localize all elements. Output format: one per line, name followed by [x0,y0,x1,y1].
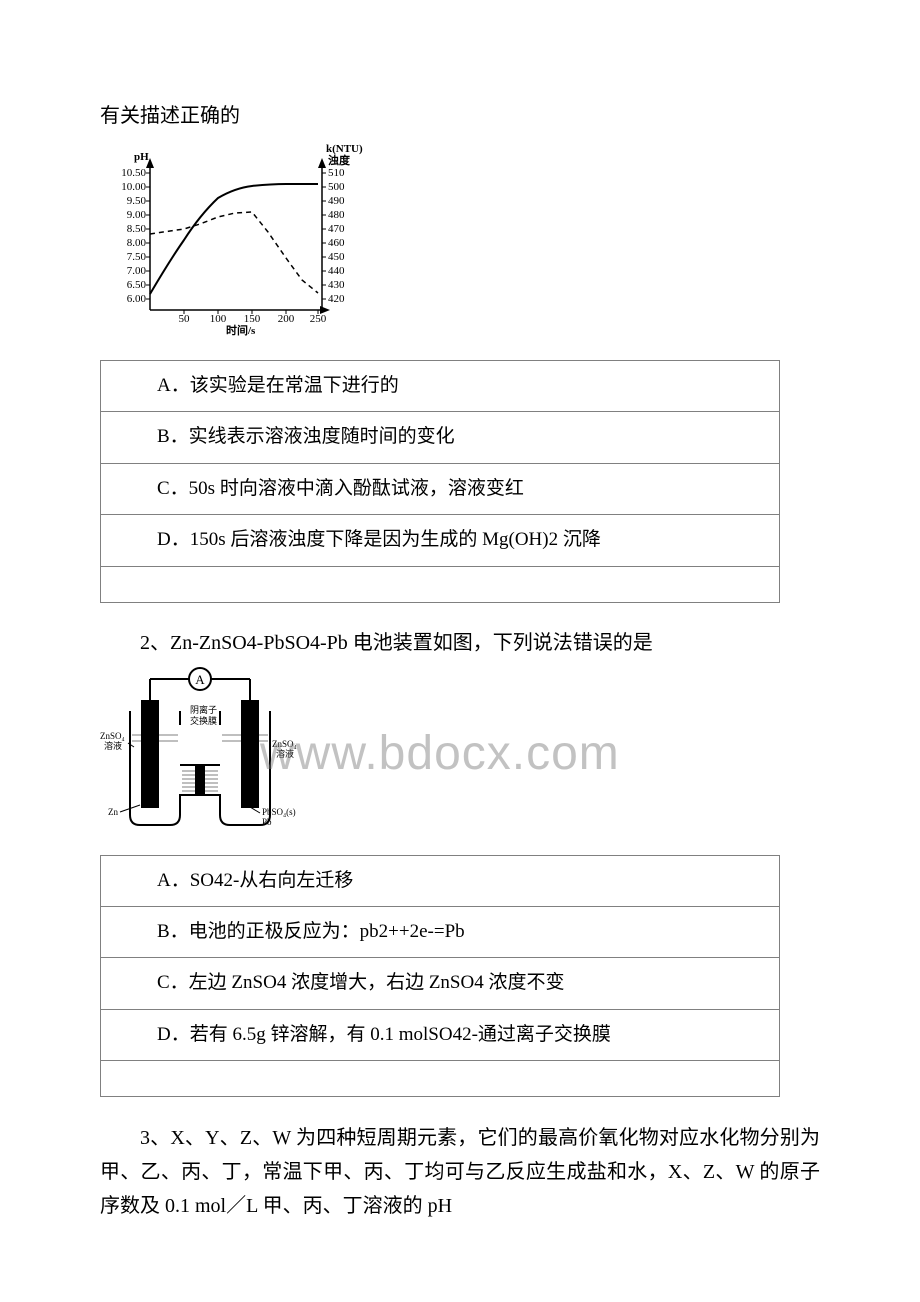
q1-intro: 有关描述正确的 [100,100,820,132]
svg-text:7.50: 7.50 [127,251,147,263]
q2-option-empty [101,1061,780,1097]
svg-text:8.50: 8.50 [127,223,147,235]
q1-option-empty [101,566,780,602]
q1-option-b: B．实线表示溶液浊度随时间的变化 [101,412,780,463]
x-ticks: 50 100 150 200 250 [179,310,327,325]
svg-text:10.50: 10.50 [121,167,146,179]
label-right-mid2: 溶液 [276,748,294,759]
svg-text:6.00: 6.00 [127,293,147,305]
svg-text:9.50: 9.50 [127,195,147,207]
q2-option-a: A．SO42-从右向左迁移 [101,855,780,906]
svg-text:430: 430 [328,279,345,291]
axis-label-left: pH [134,151,149,163]
q1-chart-svg: pH k(NTU) 浊度 10.50 10.00 9.50 9.00 8.50 … [100,140,372,336]
q2-options-table: A．SO42-从右向左迁移 B．电池的正极反应为：pb2++2e-=Pb C．左… [100,855,780,1098]
svg-text:470: 470 [328,223,345,235]
svg-text:490: 490 [328,195,345,207]
label-right-bottom1: PbSO₄(s) [262,807,296,817]
label-right-bottom2: Pb [262,817,272,827]
svg-text:100: 100 [210,313,227,325]
svg-text:420: 420 [328,293,345,305]
q2-diagram-svg: A 阴离子 交换膜 ZnSO₄ 溶液 ZnSO₄ 溶液 Zn PbSO₄(s) [100,665,300,835]
q2-option-b: B．电池的正极反应为：pb2++2e-=Pb [101,906,780,957]
q2-option-c: C．左边 ZnSO4 浓度增大，右边 ZnSO4 浓度不变 [101,958,780,1009]
svg-text:8.00: 8.00 [127,237,147,249]
svg-text:480: 480 [328,209,345,221]
x-axis-label: 时间/s [226,323,256,336]
label-left-top2: 溶液 [104,740,122,751]
y-left-ticks: 10.50 10.00 9.50 9.00 8.50 8.00 7.50 7.0… [121,167,150,305]
q1-options-table: A．该实验是在常温下进行的 B．实线表示溶液浊度随时间的变化 C．50s 时向溶… [100,360,780,603]
svg-text:500: 500 [328,181,345,193]
svg-text:10.00: 10.00 [121,181,146,193]
axis-label-right: k(NTU) [326,143,363,155]
svg-text:9.00: 9.00 [127,209,147,221]
label-center2: 交换膜 [190,715,217,726]
q2-diagram: A 阴离子 交换膜 ZnSO₄ 溶液 ZnSO₄ 溶液 Zn PbSO₄(s) [100,665,820,845]
svg-text:440: 440 [328,265,345,277]
svg-text:50: 50 [179,313,191,325]
y-right-ticks: 510 500 490 480 470 460 450 440 430 420 [322,167,345,305]
label-right-mid1: ZnSO₄ [272,739,297,749]
label-center1: 阴离子 [190,704,217,715]
label-left-top1: ZnSO₄ [100,731,125,741]
svg-text:460: 460 [328,237,345,249]
q3-para: 3、X、Y、Z、W 为四种短周期元素，它们的最高价氧化物对应水化物分别为甲、乙、… [100,1121,820,1223]
q2-intro: 2、Zn-ZnSO4-PbSO4-Pb 电池装置如图，下列说法错误的是 [100,627,820,659]
q1-option-a: A．该实验是在常温下进行的 [101,361,780,412]
q1-chart: pH k(NTU) 浊度 10.50 10.00 9.50 9.00 8.50 … [100,140,820,346]
svg-text:450: 450 [328,251,345,263]
solid-line [150,184,318,294]
svg-text:200: 200 [278,313,295,325]
svg-text:250: 250 [310,313,327,325]
q2-option-d: D．若有 6.5g 锌溶解，有 0.1 molSO42-通过离子交换膜 [101,1009,780,1060]
svg-text:7.00: 7.00 [127,265,147,277]
q1-option-c: C．50s 时向溶液中滴入酚酞试液，溶液变红 [101,463,780,514]
svg-text:A: A [195,672,205,687]
q1-option-d: D．150s 后溶液浊度下降是因为生成的 Mg(OH)2 沉降 [101,515,780,566]
axis-label-right2: 浊度 [328,153,351,167]
svg-text:510: 510 [328,167,345,179]
svg-text:6.50: 6.50 [127,279,147,291]
svg-text:150: 150 [244,313,261,325]
label-left-bottom: Zn [108,807,118,817]
